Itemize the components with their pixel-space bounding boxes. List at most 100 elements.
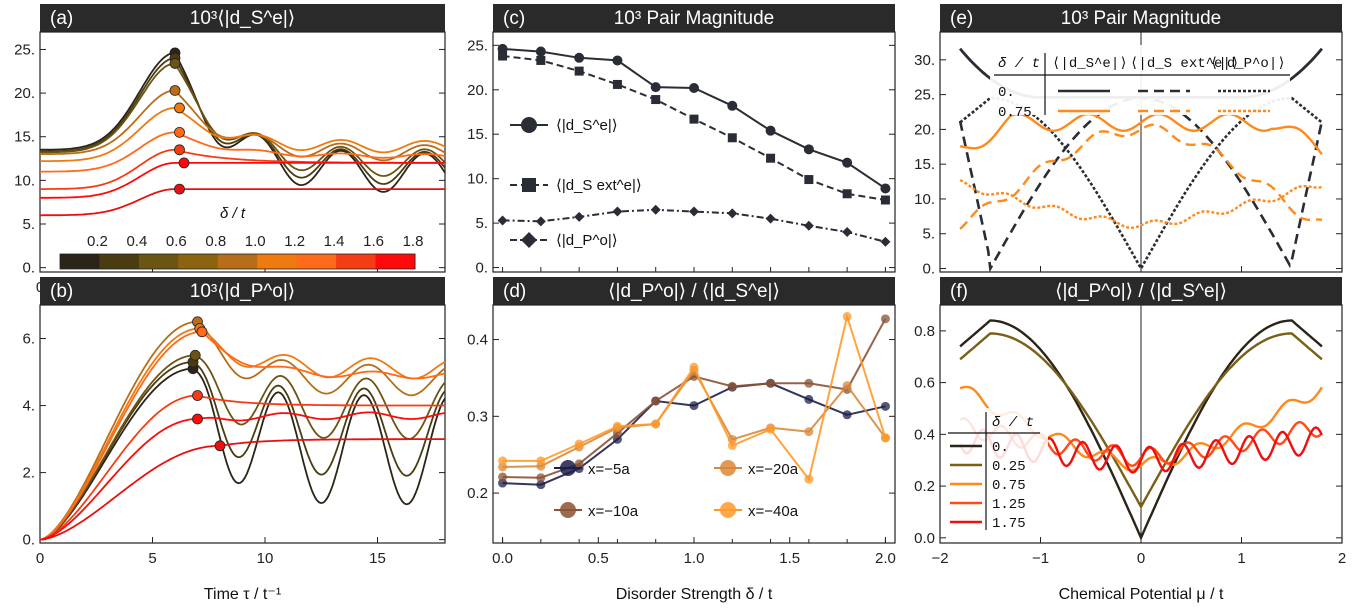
colorbar-label: 1.2: [284, 233, 305, 250]
series-c-point: [880, 183, 891, 194]
series-d-point: [880, 401, 890, 411]
series-c-point: [803, 220, 814, 231]
colorbar-cell-1: [99, 254, 140, 269]
series-d-point: [651, 396, 661, 406]
series-c-point: [497, 43, 508, 54]
colorbar-label: 1.0: [245, 233, 266, 250]
series-d-point: [804, 427, 814, 437]
panel-f-xlabel: Chemical Potential μ / t: [1059, 586, 1224, 603]
legend-f-label: 0.25: [992, 459, 1026, 475]
series-a-marker-3: [169, 85, 181, 96]
panel-e-title: 10³ Pair Magnitude: [1061, 8, 1222, 29]
xtick-label: 0: [1137, 550, 1145, 567]
ytick-label: 5.: [475, 215, 488, 232]
panel-c-label: (c): [503, 8, 525, 29]
panel-f-label: (f): [950, 281, 968, 302]
series-f-line-0: [959, 319, 1323, 541]
series-d-point: [651, 419, 661, 429]
colorbar-label: 0.6: [166, 233, 187, 250]
legend-f-label: 1.25: [992, 497, 1026, 513]
ytick-label: 5.: [922, 226, 935, 243]
legend-f-title: δ / t: [992, 415, 1034, 431]
ytick-label: 10.: [14, 172, 35, 189]
colorbar-cell-5: [257, 254, 298, 269]
panel-b-xlabel: Time τ / t⁻¹: [204, 586, 281, 603]
series-c-point: [804, 175, 814, 185]
colorbar-label: 0.2: [87, 233, 108, 250]
colorbar-title: δ / t: [220, 205, 246, 222]
series-c-point: [498, 51, 508, 61]
ytick-label: 0.: [922, 261, 935, 278]
series-d-point: [727, 440, 737, 450]
series-d-point: [842, 312, 852, 322]
series-d-point: [498, 456, 508, 466]
xtick-label: 10: [257, 550, 274, 567]
panel-e-title-bar: [940, 4, 1342, 32]
panel-f-title: ⟨|d_P^o|⟩ / ⟨|d_S^e|⟩: [1055, 281, 1227, 302]
ytick-label: 0.8: [914, 323, 935, 340]
legend-d-label: x=−10a: [588, 503, 639, 520]
colorbar-cell-8: [375, 254, 416, 269]
panel-f-title-bar: [940, 277, 1342, 305]
panel-d-title: ⟨|d_P^o|⟩ / ⟨|d_S^e|⟩: [608, 281, 780, 302]
legend-c-label: ⟨|d_P^o|⟩: [556, 232, 618, 249]
legend-f-box: [948, 408, 1048, 528]
xtick-label: 2.0: [875, 550, 896, 567]
legend-f-label: 0.: [992, 440, 1009, 456]
ytick-label: 20.: [14, 85, 35, 102]
series-d-line-3: [502, 312, 887, 482]
series-c-point: [842, 157, 853, 168]
series-d-point: [574, 459, 584, 469]
xtick-label: 1: [1237, 550, 1245, 567]
series-c-point: [574, 211, 585, 222]
series-a-marker-2: [169, 58, 181, 69]
panel-f: (f) ⟨|d_P^o|⟩ / ⟨|d_S^e|⟩0.00.20.40.60.8−…: [914, 277, 1346, 603]
colorbar-cell-0: [60, 254, 100, 269]
ytick-label: 25.: [467, 37, 488, 54]
legend-e-row-label: 0.: [998, 85, 1015, 101]
xtick-label: 2: [1338, 550, 1346, 567]
ytick-label: 0.3: [467, 408, 488, 425]
series-b-line-6: [39, 394, 445, 541]
ytick-label: 0.: [22, 532, 35, 549]
ytick-label: 0.6: [914, 375, 935, 392]
panel-a-label: (a): [50, 8, 73, 29]
ytick-label: 0.4: [914, 426, 935, 443]
series-b-line-5: [39, 330, 446, 541]
legend-e-row-label: 0.75: [998, 105, 1032, 121]
series-c-point: [651, 95, 661, 105]
series-c-point: [727, 208, 738, 219]
ytick-label: 20.: [467, 82, 488, 99]
colorbar-label: 0.4: [126, 233, 147, 250]
panel-b-label: (b): [50, 281, 73, 302]
panel-d-xlabel: Disorder Strength δ / t: [616, 586, 773, 603]
colorbar-label: 1.8: [403, 233, 424, 250]
series-c-point: [765, 213, 776, 224]
xtick-label: 1.5: [779, 550, 800, 567]
series-d-point: [842, 410, 852, 420]
series-b-line-2: [39, 354, 446, 541]
series-d-point: [880, 433, 890, 443]
series-d-point: [689, 362, 699, 372]
series-b-line-7: [39, 411, 446, 541]
legend-d-marker: [720, 460, 736, 476]
legend-e-box: [990, 45, 1290, 115]
series-b-line-8: [39, 438, 445, 541]
series-c-point: [612, 55, 623, 66]
series-c-point: [880, 236, 891, 247]
series-c-point: [535, 46, 546, 57]
ytick-label: 5.: [22, 216, 35, 233]
series-d-point: [804, 474, 814, 484]
legend-e-header: ⟨|d_S ext^e|⟩: [1130, 56, 1239, 72]
series-a-line-1: [40, 57, 446, 185]
series-c-point: [842, 189, 852, 199]
ytick-label: 4.: [22, 398, 35, 415]
legend-c-marker: [521, 232, 537, 248]
series-c-point: [727, 133, 737, 143]
series-c-point: [650, 82, 661, 93]
ytick-label: 25.: [914, 87, 935, 104]
series-c-point: [689, 206, 699, 217]
legend-d-label: x=−40a: [748, 503, 799, 520]
ytick-label: 0.: [475, 260, 488, 277]
colorbar-label: 1.4: [324, 233, 345, 250]
